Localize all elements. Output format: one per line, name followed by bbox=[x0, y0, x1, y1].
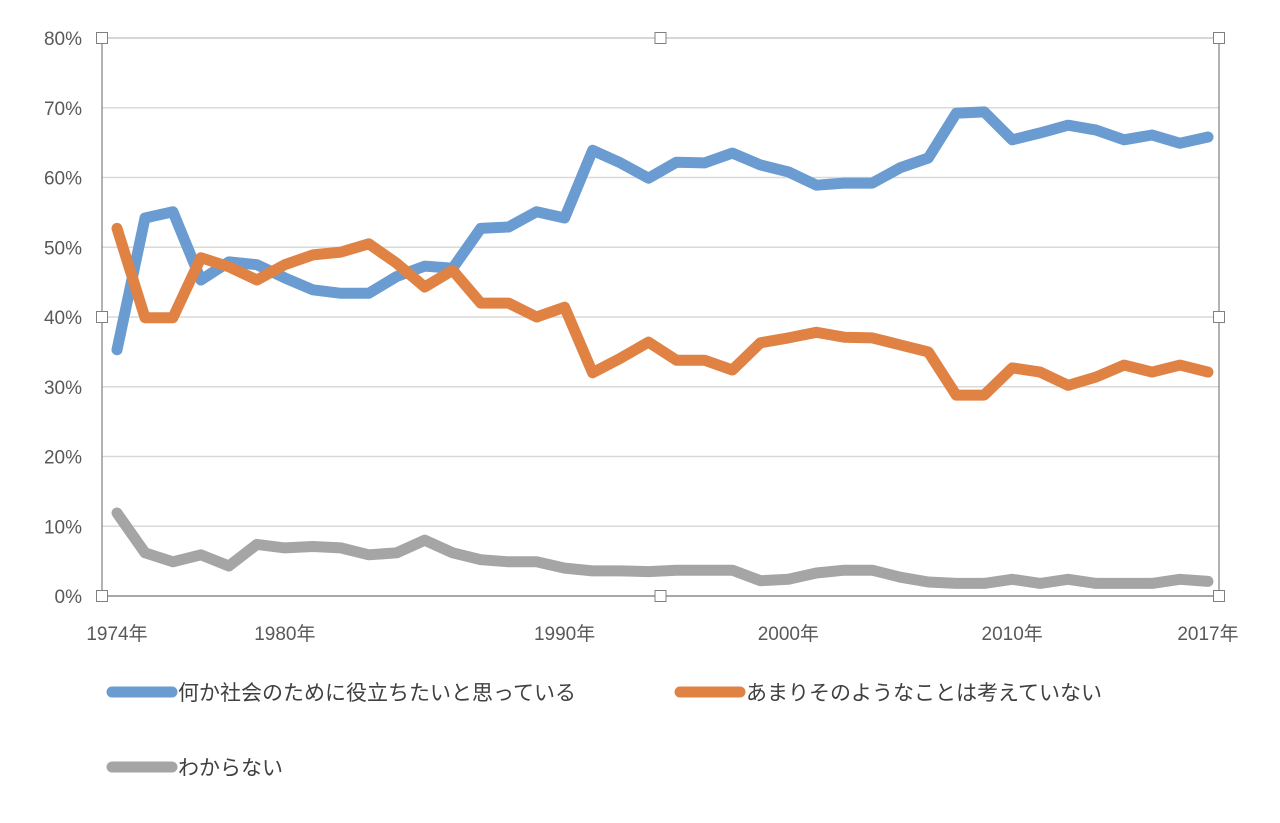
resize-handle[interactable] bbox=[1213, 590, 1225, 602]
plot-area-frame[interactable] bbox=[96, 32, 1225, 602]
resize-handle[interactable] bbox=[1213, 311, 1225, 323]
y-tick-label: 30% bbox=[44, 378, 82, 399]
x-tick-label: 2000年 bbox=[758, 623, 819, 645]
y-tick-label: 80% bbox=[44, 29, 82, 50]
x-tick-label: 1974年 bbox=[86, 623, 147, 645]
series-line-2 bbox=[111, 507, 1214, 589]
y-tick-label: 60% bbox=[44, 169, 82, 190]
y-tick-label: 0% bbox=[55, 587, 83, 608]
resize-handle[interactable] bbox=[96, 590, 108, 602]
series-line-1 bbox=[111, 222, 1214, 401]
resize-handle[interactable] bbox=[96, 311, 108, 323]
legend-label: あまりそのようなことは考えていない bbox=[746, 682, 1102, 705]
x-tick-label: 1990年 bbox=[534, 623, 595, 645]
resize-handle[interactable] bbox=[96, 32, 108, 44]
y-axis-tick-labels: 0% 10% 20% 30% 40% 50% 60% 70% 80% bbox=[44, 29, 82, 608]
x-tick-label: 1980年 bbox=[254, 623, 315, 645]
legend: 何か社会のために役立ちたいと思っている あまりそのようなことは考えていないわからな… bbox=[106, 682, 1102, 780]
y-tick-label: 50% bbox=[44, 238, 82, 259]
resize-handle[interactable] bbox=[654, 590, 667, 602]
y-tick-label: 70% bbox=[44, 99, 82, 120]
y-tick-label: 40% bbox=[44, 308, 82, 329]
x-tick-label: 2017年 bbox=[1177, 623, 1238, 645]
series-lines bbox=[111, 106, 1214, 589]
legend-label: わからない bbox=[178, 757, 283, 780]
resize-handle[interactable] bbox=[654, 32, 667, 44]
gridlines bbox=[102, 37, 1219, 597]
series-line-0 bbox=[111, 106, 1214, 356]
x-tick-label: 2010年 bbox=[982, 623, 1043, 645]
resize-handle[interactable] bbox=[1213, 32, 1225, 44]
y-tick-label: 10% bbox=[44, 517, 82, 538]
y-tick-label: 20% bbox=[44, 448, 82, 469]
legend-label: 何か社会のために役立ちたいと思っている bbox=[178, 682, 576, 705]
x-axis-tick-labels: 1974年 1980年 1990年 2000年 2010年 2017年 bbox=[86, 623, 1238, 645]
